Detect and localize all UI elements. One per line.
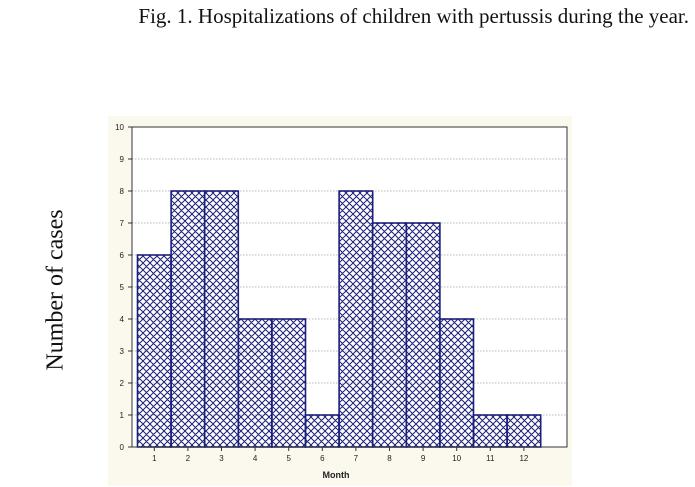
y-tick-label: 4 [120,315,125,324]
bar-month-5 [271,318,307,448]
axes [128,126,568,451]
y-tick-label: 3 [120,347,125,356]
y-tick-label: 5 [120,283,125,292]
x-tick-label: 12 [519,454,528,463]
x-tick-label: 9 [421,454,426,463]
bar-month-4 [237,318,273,448]
x-tick-label: 2 [186,454,191,463]
y-tick-label: 9 [120,155,125,164]
y-tick-label: 1 [120,411,125,420]
figure-caption: Fig. 1. Hospitalizations of children wit… [138,4,689,28]
bars [136,190,542,448]
y-tick-labels: 0 1 2 3 4 5 6 7 8 9 10 [115,123,124,452]
x-axis-label: Month [323,470,350,480]
bar-month-1 [136,254,172,448]
x-tick-label: 5 [286,454,291,463]
x-tick-label: 11 [486,454,495,463]
y-axis-label: Number of cases [42,209,69,371]
label-backdrop [88,253,108,323]
bar-month-9 [405,222,441,448]
bar-month-6 [304,414,340,448]
x-tick-label: 1 [152,454,157,463]
y-tick-label: 7 [120,219,125,228]
y-tick-label: 10 [115,123,124,132]
x-tick-label: 10 [452,454,461,463]
x-tick-label: 6 [320,454,325,463]
bar-month-3 [203,190,240,448]
x-tick-label: 7 [354,454,359,463]
y-tick-label: 6 [120,251,125,260]
y-tick-label: 8 [120,187,125,196]
bar-month-8 [371,222,408,448]
y-tick-label: 2 [120,379,125,388]
bar-month-7 [338,190,374,448]
bar-month-10 [439,318,475,448]
x-tick-labels: 1 2 3 4 5 6 7 8 9 10 11 12 [152,454,529,463]
bar-month-11 [472,414,508,448]
x-tick-label: 3 [219,454,224,463]
x-tick-label: 8 [387,454,392,463]
plot-frame [131,126,568,448]
y-tick-label: 0 [120,443,125,452]
x-tick-label: 4 [253,454,258,463]
bar-month-2 [170,190,206,448]
chart-panel: 0 1 2 3 4 5 6 7 8 9 10 1 2 3 4 5 6 7 8 9 10 11 12 Month [108,116,572,486]
bar-month-12 [506,414,542,448]
